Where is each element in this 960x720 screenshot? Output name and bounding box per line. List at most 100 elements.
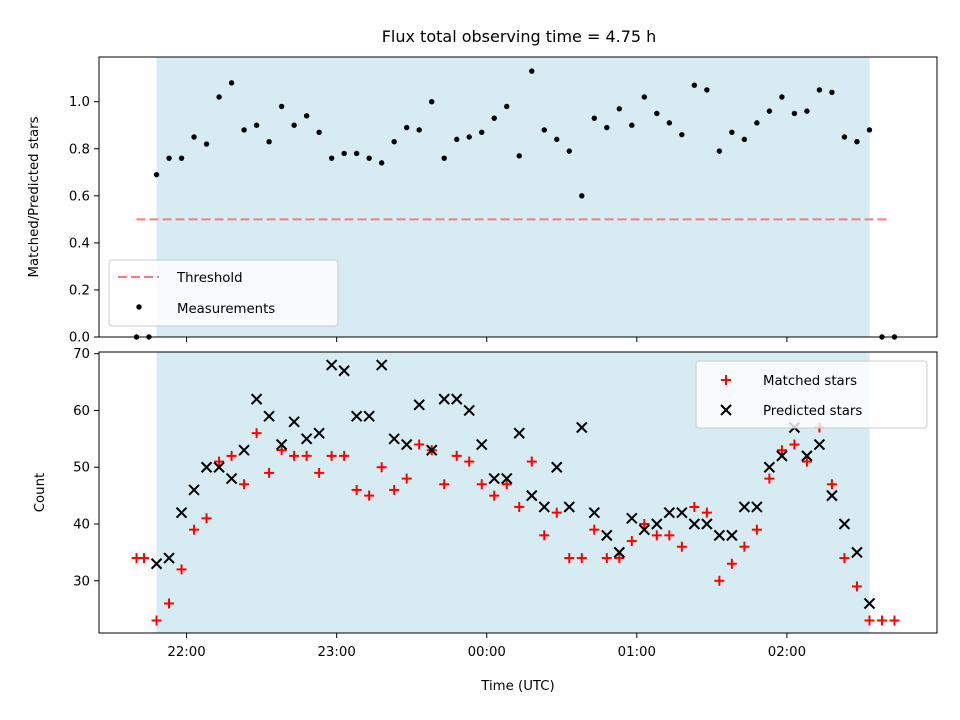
measurement-point [166,155,172,161]
y-tick-label: 50 [73,461,90,476]
measurement-point [278,103,285,110]
matched-star-point [301,450,312,461]
matched-star-point [664,530,675,541]
measurement-point [454,136,460,143]
y-tick-label: 30 [73,574,90,589]
x-tick-label: 23:00 [317,645,355,660]
matched-star-point [414,439,425,450]
matched-star-point [139,553,150,564]
predicted-star-point [213,461,225,473]
measurement-point [679,131,685,138]
predicted-star-point [175,506,188,519]
predicted-star-point [551,461,563,473]
predicted-star-point [776,450,788,462]
x-tick-label: 00:00 [468,645,506,660]
measurement-point [841,134,848,140]
predicted-star-point [513,427,525,439]
predicted-star-point [526,489,538,502]
predicted-star-point [425,444,438,456]
measurement-point [729,129,735,135]
predicted-star-point [225,472,238,485]
legend-matched-swatch [721,375,731,385]
measurement-point [629,122,635,128]
predicted-star-point [738,501,751,513]
predicted-star-point [688,518,701,530]
bottom-y-axis-label: Count [33,473,48,513]
legend-box [108,259,339,327]
matched-star-point [264,467,275,478]
x-tick-label: 02:00 [768,645,806,660]
predicted-star-point [588,506,601,519]
predicted-star-point [863,597,876,610]
measurement-point [816,87,823,93]
matched-star-point [451,450,462,461]
bottom-legend: Matched stars Predicted stars [695,360,928,429]
top-y-ticks: 0.0 0.2 0.4 0.6 0.8 1.0 [69,95,99,346]
predicted-star-point [438,393,450,405]
matched-star-point [251,428,262,439]
top-legend: Threshold Measurements [108,259,339,327]
measurement-point [516,153,522,159]
measurement-point [428,99,435,105]
matched-star-point [851,581,862,592]
matched-star-point [676,541,687,552]
predicted-star-point [663,506,676,519]
legend-measurements-label: Measurements [177,302,275,317]
measurement-point [253,122,260,128]
legend-threshold-label: Threshold [176,271,243,286]
matched-star-point [764,473,775,484]
top-x-ticks [186,337,788,342]
measurement-point [604,124,610,131]
predicted-star-point [238,444,250,456]
measurement-points [133,68,898,340]
measurement-point [191,134,197,140]
predicted-star-point [601,529,613,542]
legend-matched-label: Matched stars [763,374,857,389]
matched-star-point [714,575,725,586]
predicted-star-point [338,365,350,377]
measurement-point [266,139,272,145]
matched-star-point [514,501,525,512]
predicted-star-point [413,399,425,411]
measurement-point [178,155,185,161]
predicted-star-point [613,546,626,559]
count-panel: 30 40 50 60 70 22:00 23:00 00:00 01:00 02:00 Cou… [33,347,938,694]
predicted-star-point [388,433,400,445]
matched-star-point [464,456,475,467]
predicted-star-point [751,501,763,513]
predicted-star-point [701,518,713,530]
matched-star-point [539,530,550,541]
matched-star-point [776,445,787,456]
measurement-point [541,127,547,133]
measurement-point [566,148,572,154]
matched-star-point [439,479,450,490]
matched-star-point [201,513,212,524]
matched-star-point [501,479,512,490]
y-tick-label: 0.6 [69,189,90,204]
matched-star-point [889,615,900,626]
matched-star-point [576,553,587,564]
bottom-x-ticks: 22:00 23:00 00:00 01:00 02:00 [167,633,806,660]
matched-star-point [839,553,850,564]
predicted-star-point [476,438,488,451]
matched-star-point [689,501,700,512]
measurement-point [554,136,560,143]
measurement-point [153,171,160,178]
matched-star-point [751,524,762,535]
predicted-star-point [638,523,651,536]
predicted-star-point [288,416,300,428]
matched-star-point [551,507,562,518]
y-tick-label: 70 [73,347,90,362]
predicted-star-point [563,501,575,513]
matched-star-point [289,450,300,461]
x-axis-label: Time (UTC) [480,679,555,694]
measurement-point [866,127,873,133]
predicted-star-point [488,472,500,485]
matched-star-point [864,615,875,626]
predicted-star-point [726,529,738,542]
y-tick-label: 40 [73,518,90,533]
matched-star-point [651,530,662,541]
measurement-point [466,134,472,140]
measurement-point [441,155,447,161]
